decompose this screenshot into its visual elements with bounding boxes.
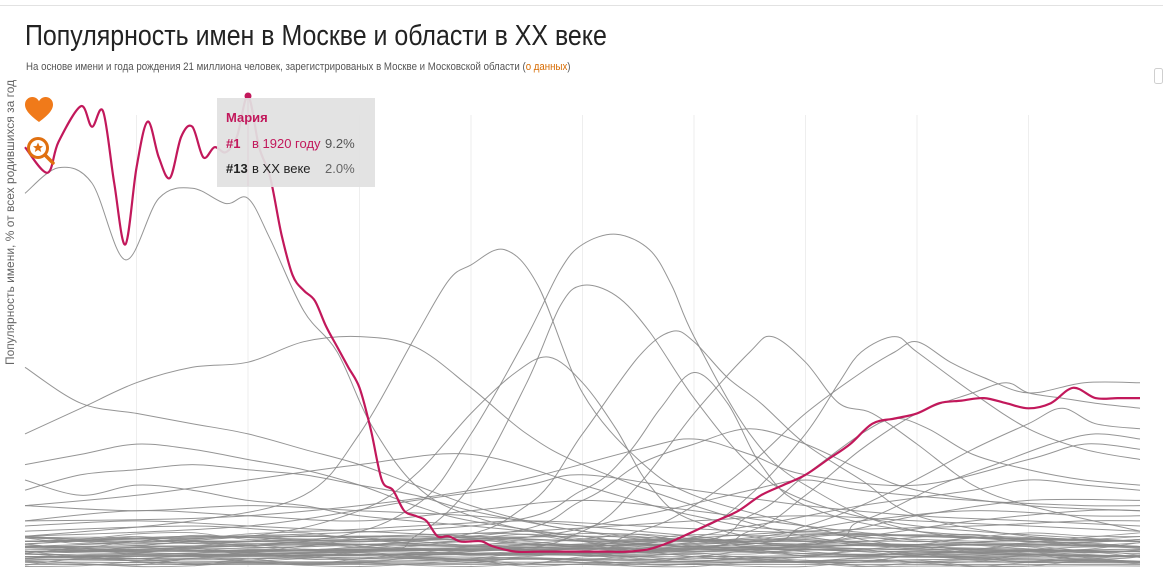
search-icon[interactable] [26,136,56,166]
tooltip-rank-year: #1 [226,136,241,151]
tooltip-desc-year: в 1920 году [252,136,321,151]
minor-series-line-25 [24,531,1141,543]
tooltip-pct-year: 9.2% [325,136,355,151]
series-line-23 [24,499,1141,542]
top-divider [0,5,1163,6]
side-panel-icon[interactable] [1154,68,1163,84]
tooltip-row-year: #1 в 1920 году 9.2% [226,136,355,151]
subtitle-end: ) [567,61,571,73]
subtitle-text: На основе имени и года рождения 21 милли… [26,61,526,73]
tooltip-pct-century: 2.0% [325,161,355,176]
series-line-4 [24,233,1141,553]
series-line-28 [24,520,1141,542]
tooltip-row-century: #13 в XX веке 2.0% [226,161,355,176]
minor-series-line-21 [24,541,1141,552]
name-tooltip: Мария #1 в 1920 году 9.2% #13 в XX веке 2.0% [217,98,375,187]
highlight-series-line [24,94,1140,554]
about-data-link[interactable]: о данных [525,61,568,73]
minor-series-line-18 [24,547,1141,558]
chart-grid [136,115,1029,567]
minor-series-line-12 [24,531,1141,543]
series-line-20 [24,433,1141,553]
minor-series-line-24 [24,533,1141,545]
minor-series-line-17 [24,549,1141,561]
tooltip-rank-century: #13 [226,161,248,176]
heart-icon[interactable] [24,96,54,124]
page-title: Популярность имен в Москве и области в X… [25,20,607,52]
series-line-24 [24,474,1141,537]
minor-series-line-22 [24,538,1141,549]
minor-series-line-15 [24,554,1141,566]
series-line-12 [24,371,1141,542]
series-line-40 [24,510,1141,543]
tooltip-name: Мария [226,110,268,125]
series-line-37 [24,558,1141,563]
series-line-36 [24,556,1141,560]
tooltip-desc-century: в XX веке [252,161,311,176]
name-series-lines [24,166,1141,568]
minor-series-line-14 [24,557,1141,567]
page-subtitle: На основе имени и года рождения 21 милли… [26,61,571,73]
series-line-16 [24,438,1141,522]
series-line-25 [24,479,1141,547]
hover-point-marker [244,92,252,100]
minor-series-line-2 [24,554,1141,566]
minor-series-line-23 [24,535,1141,547]
minor-series-line-20 [24,543,1141,554]
